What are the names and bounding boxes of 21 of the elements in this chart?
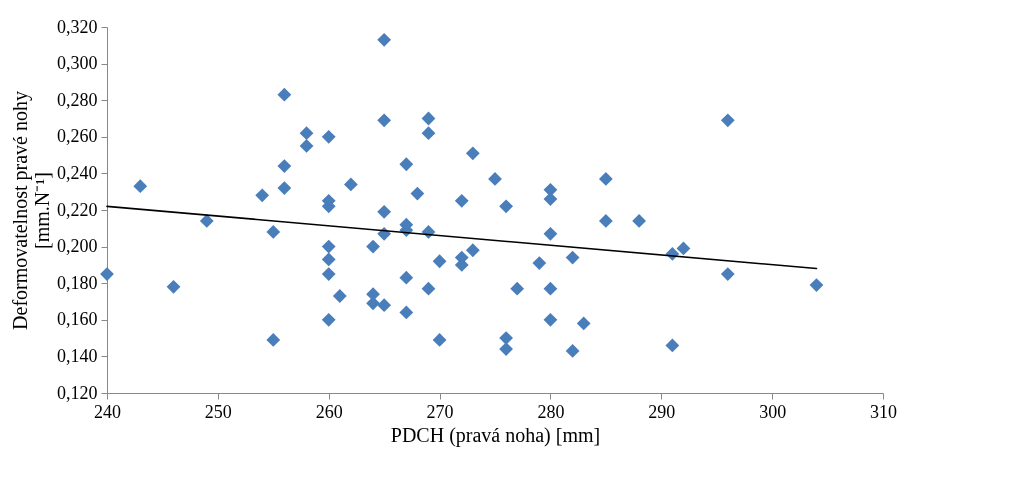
y-tick-label: 0,280 — [57, 89, 98, 110]
x-tick-label: 270 — [426, 401, 454, 422]
y-tick-label: 0,300 — [57, 53, 98, 74]
x-tick-label: 310 — [870, 401, 897, 422]
x-tick-label: 280 — [537, 401, 565, 422]
x-tick-label: 240 — [94, 401, 121, 422]
x-tick-label: 290 — [648, 401, 676, 422]
y-tick-label: 0,120 — [57, 382, 98, 403]
y-tick-label: 0,160 — [57, 309, 98, 330]
y-tick-label: 0,200 — [57, 236, 98, 257]
x-tick-label: 260 — [315, 401, 343, 422]
x-tick-label: 250 — [204, 401, 232, 422]
y-tick-label: 0,320 — [57, 16, 98, 37]
y-tick-label: 0,260 — [57, 126, 98, 147]
y-tick-label: 0,220 — [57, 199, 98, 220]
x-axis-title: PDCH (pravá noha) [mm] — [390, 423, 601, 447]
y-tick-label: 0,180 — [57, 272, 98, 293]
y-tick-label: 0,140 — [57, 345, 98, 366]
x-tick-label: 300 — [759, 401, 787, 422]
y-axis-title: Deformovatelnost pravé nohy [mm.N⁻¹] — [9, 91, 53, 330]
y-tick-label: 0,240 — [57, 162, 98, 183]
